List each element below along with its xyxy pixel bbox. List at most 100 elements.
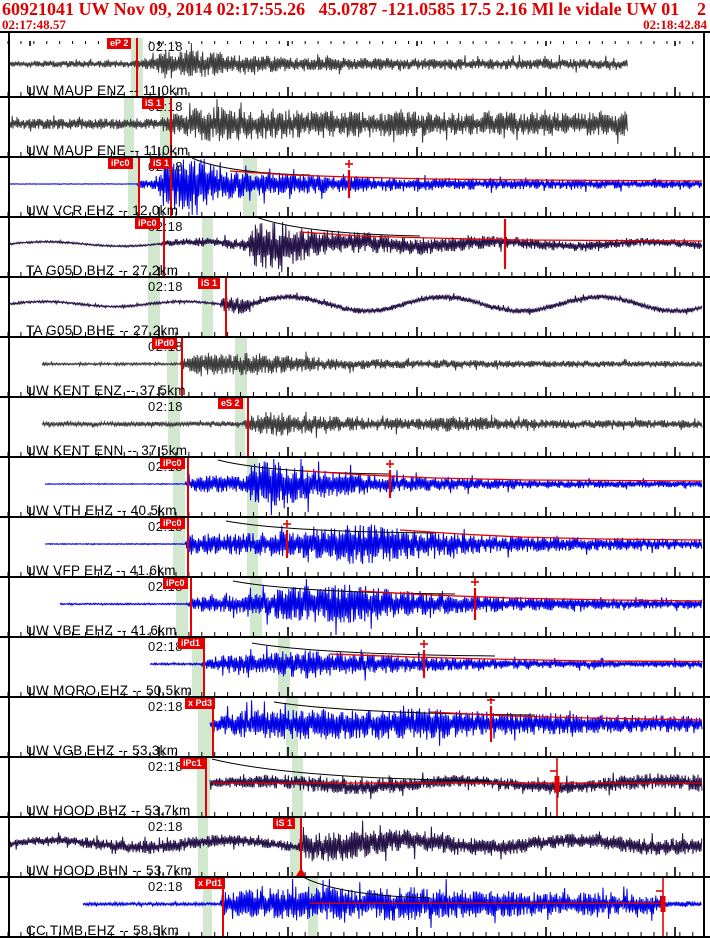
arrival-window-band (192, 638, 203, 696)
amplitude-marker[interactable] (283, 520, 291, 558)
pick-time-line[interactable] (203, 638, 205, 696)
event-title-right: 2 (697, 0, 706, 19)
phase-pick-flag[interactable]: iS 1 (142, 98, 165, 109)
event-header: 60921041 UW Nov 09, 2014 02:17:55.26 45.… (0, 0, 710, 31)
phase-pick-flag[interactable]: iS 1 (273, 818, 296, 829)
seismic-trace (44, 524, 703, 565)
pick-time-line[interactable] (163, 218, 165, 276)
amplitude-envelope-line (399, 529, 703, 541)
station-channel-label: UW HOOD BHZ -- 53.7km (26, 803, 191, 818)
trace-row-2[interactable]: 02:18 iS 1 UW MAUP ENE -- 11.0km (0, 98, 710, 158)
amplitude-marker[interactable] (386, 460, 394, 498)
phase-pick-flag[interactable]: iPd1 (178, 638, 204, 649)
trace-row-5[interactable]: 02:18 iS 1 TA G05D BHE -- 27.2km (0, 278, 710, 338)
waveform-canvas[interactable] (0, 758, 710, 816)
trace-row-10[interactable]: 02:18iPc0UW VBE EHZ -- 41.6km (0, 578, 710, 638)
waveform-canvas[interactable] (0, 638, 710, 696)
arrival-window-band (203, 878, 212, 936)
waveform-canvas[interactable] (0, 158, 710, 216)
trace-row-3[interactable]: 02:18iPc0iS 1UW VCR EHZ -- 12.0km (0, 158, 710, 218)
pick-time-line[interactable] (187, 458, 189, 516)
event-title: 60921041 UW Nov 09, 2014 02:17:55.26 45.… (2, 0, 680, 19)
waveform-canvas[interactable] (0, 98, 710, 156)
minute-tick-label: 02:18 (148, 879, 184, 894)
phase-pick-flag[interactable]: iPc0 (135, 218, 160, 229)
waveform-canvas[interactable] (0, 278, 710, 336)
phase-pick-flag[interactable]: x Pd3 (185, 698, 216, 709)
seismic-trace (8, 98, 628, 144)
arrival-window-band (235, 398, 245, 456)
amplitude-marker[interactable] (420, 640, 428, 678)
waveform-canvas[interactable] (0, 338, 710, 396)
waveform-canvas[interactable] (0, 518, 710, 576)
phase-pick-flag[interactable]: iS 1 (198, 278, 221, 289)
phase-pick-flag[interactable]: x Pd1 (195, 878, 226, 889)
pick-time-line[interactable] (225, 278, 227, 336)
trace-row-4[interactable]: 02:18 iPc0 TA G05D BHZ -- 27.2km (0, 218, 710, 278)
trace-row-12[interactable]: 02:18 x Pd3 UW VGB EHZ -- 53.3km (0, 698, 710, 758)
pick-time-line[interactable] (136, 38, 138, 96)
coda-decay-curve (303, 878, 431, 899)
pick-time-line[interactable] (170, 158, 172, 216)
pick-time-line[interactable] (190, 578, 192, 636)
phase-pick-flag[interactable]: iPc0 (108, 158, 133, 169)
pick-time-line[interactable] (222, 878, 224, 936)
phase-pick-flag[interactable]: iPc0 (160, 518, 185, 529)
pick-time-line[interactable] (300, 818, 302, 876)
phase-pick-flag[interactable]: iS 1 (150, 158, 173, 169)
trace-row-6[interactable]: 02:18iPd0UW KENT ENZ -- 37.5km (0, 338, 710, 398)
phase-pick-flag[interactable]: iPc0 (160, 458, 185, 469)
phase-pick-flag[interactable]: iPd0 (152, 338, 178, 349)
coda-decay-curve (232, 580, 456, 595)
amplitude-marker[interactable] (345, 160, 353, 198)
pick-time-line[interactable] (187, 518, 189, 576)
pick-time-line[interactable] (205, 758, 207, 816)
waveform-canvas[interactable] (0, 38, 710, 96)
waveform-canvas[interactable] (0, 698, 710, 756)
phase-pick-flag[interactable]: iPc0 (163, 578, 188, 589)
station-channel-label: UW VFP EHZ -- 41.6km (26, 563, 176, 578)
coda-decay-curve (211, 758, 491, 782)
pick-time-line[interactable] (138, 158, 140, 216)
waveform-canvas[interactable] (0, 218, 710, 276)
amplitude-envelope-line (329, 653, 703, 663)
arrival-window-band (148, 218, 160, 276)
station-channel-label: TA G05D BHZ -- 27.2km (26, 263, 179, 278)
waveform-canvas[interactable] (0, 398, 710, 456)
trace-row-14[interactable]: 02:18 iS 1 UW HOOD BHN -- 53.7km (0, 818, 710, 878)
pick-time-line[interactable] (170, 98, 172, 156)
trace-row-15[interactable]: 02:18 x Pd1 CC TIMB EHZ -- 58.5km (0, 878, 710, 938)
trace-row-9[interactable]: 02:18iPc0UW VFP EHZ -- 41.6km (0, 518, 710, 578)
pick-time-line[interactable] (247, 398, 249, 456)
amplitude-marker[interactable] (471, 578, 479, 620)
waveform-canvas[interactable] (0, 458, 710, 516)
phase-pick-flag[interactable]: eS 2 (218, 398, 243, 409)
seismic-trace (209, 772, 703, 800)
amplitude-marker[interactable] (487, 698, 495, 742)
minute-tick-label: 02:18 (148, 39, 184, 54)
waveform-canvas[interactable] (0, 578, 710, 636)
coda-end-marker[interactable] (550, 758, 560, 816)
amplitude-marker[interactable] (501, 218, 509, 269)
trace-row-11[interactable]: 02:18 iPd1 UW MORO EHZ -- 50.5km (0, 638, 710, 698)
phase-pick-flag[interactable]: iPc1 (180, 758, 205, 769)
pick-time-line[interactable] (212, 698, 214, 756)
trace-row-7[interactable]: 02:18 eS 2 UW KENT ENN -- 37.5km (0, 398, 710, 458)
seismic-trace (149, 645, 703, 681)
waveform-canvas[interactable] (0, 878, 710, 936)
waveform-canvas[interactable] (0, 818, 710, 876)
trace-row-1[interactable]: 02:18 eP 2 UW MAUP ENZ -- 11.0km (0, 38, 710, 98)
seismic-trace (8, 292, 703, 316)
trace-row-13[interactable]: 02:18 iPc1 UW HOOD BHZ -- 53.7km (0, 758, 710, 818)
pick-time-line[interactable] (181, 338, 183, 396)
station-channel-label: UW VCR EHZ -- 12.0km (26, 203, 179, 218)
station-channel-label: UW VGB EHZ -- 53.3km (26, 743, 179, 758)
arrival-window-band (173, 518, 185, 576)
phase-pick-flag[interactable]: eP 2 (107, 38, 132, 49)
trace-row-8[interactable]: 02:18iPc0UW VTH EHZ -- 40.5km (0, 458, 710, 518)
coda-end-marker[interactable] (656, 878, 666, 936)
top-time-axis (0, 31, 710, 46)
minute-tick-label: 02:18 (148, 759, 184, 774)
station-channel-label: UW VTH EHZ -- 40.5km (26, 503, 177, 518)
